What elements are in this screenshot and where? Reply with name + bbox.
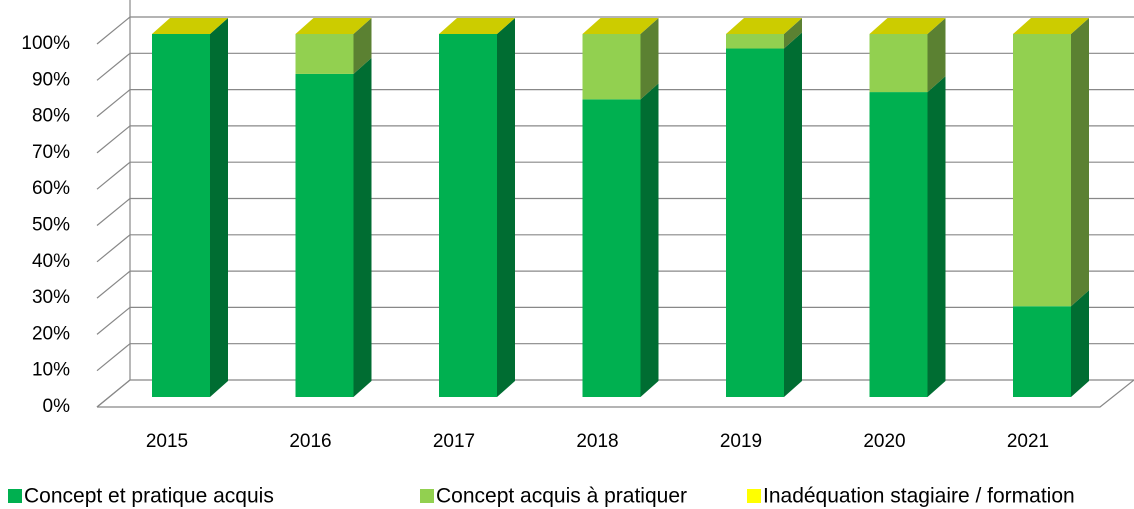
bar-top [1013, 18, 1089, 34]
bar-top [582, 18, 659, 34]
bar-side [353, 18, 372, 74]
grid-line [96, 16, 1134, 45]
bar-side [1071, 290, 1089, 397]
bar-side [927, 76, 946, 397]
y-tick-label: 70% [32, 142, 70, 163]
bar-side [927, 18, 946, 93]
x-tick-label: 2020 [863, 431, 905, 452]
bar-side [784, 32, 802, 398]
bar-segment [726, 34, 784, 49]
bar-top [295, 18, 372, 34]
bar-side [210, 18, 228, 397]
legend-swatch [747, 489, 761, 503]
bar-segment [295, 34, 354, 74]
legend-label: Concept et pratique acquis [24, 485, 274, 508]
back-wall-edge [96, 0, 131, 408]
bar-segment [869, 92, 928, 397]
x-tick-label: 2018 [576, 431, 618, 452]
y-tick-label: 50% [32, 215, 70, 236]
x-tick-label: 2016 [289, 431, 331, 452]
x-tick-label: 2017 [433, 431, 475, 452]
bar-side [353, 57, 372, 398]
y-tick-label: 80% [32, 106, 70, 127]
bar-segment [869, 34, 928, 93]
bar-top [439, 18, 515, 34]
bar-segment [152, 34, 210, 397]
bar-top [869, 18, 946, 34]
bar-segment [1013, 306, 1071, 397]
x-tick-label: 2019 [720, 431, 762, 452]
bar-top [726, 18, 802, 34]
y-tick-label: 30% [32, 287, 70, 308]
y-tick-label: 90% [32, 69, 70, 90]
bar-segment [295, 73, 354, 398]
y-tick-label: 20% [32, 323, 70, 344]
legend-label: Concept acquis à pratiquer [436, 485, 687, 508]
bar-segment [726, 48, 784, 398]
bar-side [640, 18, 659, 100]
legend-swatch [420, 489, 434, 503]
bar-segment [582, 99, 641, 397]
y-tick-label: 10% [32, 360, 70, 381]
bar-segment [1013, 34, 1071, 307]
bar-side [784, 18, 802, 49]
legend-label: Inadéquation stagiaire / formation [763, 485, 1075, 508]
y-tick-label: 100% [21, 33, 70, 54]
legend-swatch [8, 489, 22, 503]
bar-side [1071, 18, 1089, 307]
y-tick-label: 40% [32, 251, 70, 272]
bar-segment [582, 34, 641, 100]
floor-edge [97, 379, 1134, 408]
x-tick-label: 2021 [1007, 431, 1049, 452]
bar-segment [439, 34, 497, 397]
bar-side [640, 83, 659, 397]
x-tick-label: 2015 [146, 431, 188, 452]
bar-top [152, 18, 228, 34]
y-tick-label: 0% [43, 396, 71, 417]
y-tick-label: 60% [32, 178, 70, 199]
bar-side [497, 18, 515, 397]
